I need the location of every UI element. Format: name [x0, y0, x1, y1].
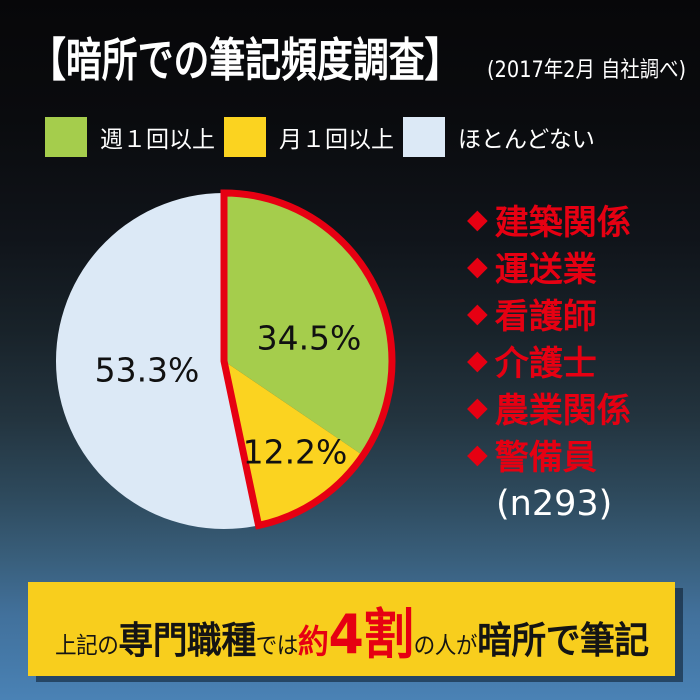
pie-slice-0	[224, 193, 393, 456]
occupations-list: ◆ 建築関係 ◆ 運送業 ◆ 看護師 ◆ 介護士 ◆ 農業関係 ◆ 警備員 (n…	[467, 196, 631, 524]
list-item: ◆ 看護師	[467, 290, 631, 337]
occupation-label: 農業関係	[494, 391, 631, 431]
diamond-icon: ◆	[467, 298, 488, 329]
diamond-icon: ◆	[467, 439, 488, 470]
legend-item-monthly: 月１回以上	[224, 117, 394, 157]
list-item: ◆ 運送業	[467, 243, 631, 290]
legend-label: ほとんどない	[458, 127, 595, 153]
occupation-label: 建築関係	[494, 203, 631, 243]
banner-segment-highlight: 約	[297, 621, 329, 661]
banner-segment: 上記の	[54, 632, 119, 659]
pie-label-lightblue: 53.3%	[94, 350, 200, 390]
occupation-label: 運送業	[494, 250, 597, 290]
legend-item-weekly: 週１回以上	[45, 117, 215, 157]
pie-chart: 34.5% 12.2% 53.3%	[34, 172, 414, 552]
banner-segment: では	[255, 632, 298, 659]
page-title: 【暗所での筆記頻度調査】	[30, 33, 461, 87]
legend-item-rarely: ほとんどない	[403, 117, 595, 157]
legend-label: 月１回以上	[279, 127, 394, 153]
chart-legend: 週１回以上 月１回以上 ほとんどない	[45, 117, 604, 157]
list-item: ◆ 建築関係	[467, 196, 631, 243]
legend-swatch-green	[45, 117, 87, 157]
list-item: ◆ 介護士	[467, 337, 631, 384]
pie-chart-svg	[55, 189, 396, 530]
occupation-label: 看護師	[494, 297, 597, 337]
banner-segment: の人が	[413, 632, 477, 659]
diamond-icon: ◆	[467, 392, 488, 423]
occupation-label: 警備員	[494, 438, 597, 478]
pie-slice-2	[55, 193, 259, 529]
banner-segment: 専門職種	[118, 618, 256, 662]
diamond-icon: ◆	[467, 345, 488, 376]
legend-swatch-lightblue	[403, 117, 445, 157]
banner-text: 上記の専門職種では約4割の人が暗所で筆記	[55, 590, 649, 669]
legend-swatch-yellow	[224, 117, 266, 157]
banner-segment-highlight: 4割	[328, 602, 414, 666]
pie-label-yellow: 12.2%	[242, 432, 348, 472]
highlight-outline	[220, 189, 396, 530]
occupation-label: 介護士	[494, 344, 597, 384]
legend-label: 週１回以上	[100, 127, 215, 153]
list-item: ◆ 農業関係	[467, 384, 631, 431]
survey-source-note: (2017年2月 自社調べ)	[487, 58, 687, 83]
list-item: ◆ 警備員	[467, 431, 631, 478]
banner-segment: 暗所で筆記	[476, 618, 649, 662]
pie-label-green: 34.5%	[256, 318, 362, 358]
sample-size: (n293)	[496, 484, 613, 524]
bottom-banner: 上記の専門職種では約4割の人が暗所で筆記	[28, 582, 675, 676]
pie-slice-1	[224, 361, 363, 526]
diamond-icon: ◆	[467, 251, 488, 282]
diamond-icon: ◆	[467, 204, 488, 235]
